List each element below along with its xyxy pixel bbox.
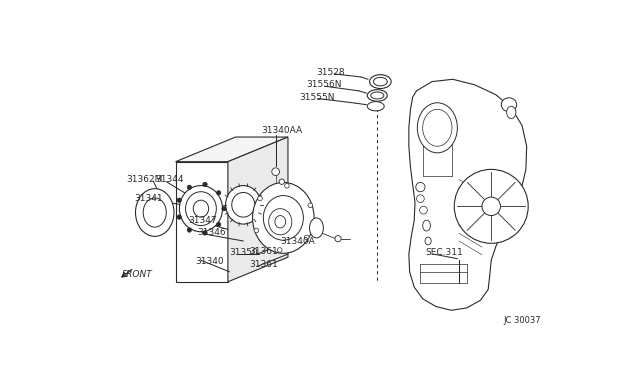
Polygon shape (175, 162, 228, 282)
Circle shape (216, 222, 221, 227)
Ellipse shape (310, 218, 323, 238)
Text: 31344: 31344 (156, 175, 184, 184)
Circle shape (177, 215, 182, 219)
Text: 31362M: 31362M (126, 175, 163, 184)
Circle shape (482, 197, 500, 216)
Circle shape (416, 183, 425, 192)
Circle shape (187, 228, 192, 232)
Circle shape (254, 228, 259, 233)
Ellipse shape (269, 209, 292, 235)
Circle shape (187, 185, 192, 190)
Ellipse shape (507, 106, 516, 119)
Ellipse shape (136, 189, 174, 236)
Circle shape (335, 235, 341, 242)
Text: 31340AA: 31340AA (262, 126, 303, 135)
Circle shape (277, 248, 282, 252)
Circle shape (308, 203, 312, 208)
Circle shape (285, 183, 289, 188)
Text: 31350: 31350 (230, 248, 258, 257)
Ellipse shape (367, 102, 384, 111)
Text: 31556N: 31556N (307, 80, 342, 89)
Text: FRONT: FRONT (122, 270, 152, 279)
Circle shape (305, 235, 309, 240)
Polygon shape (228, 137, 288, 282)
Circle shape (216, 190, 221, 195)
Circle shape (279, 179, 285, 185)
Polygon shape (409, 79, 527, 310)
Text: 31347: 31347 (188, 216, 216, 225)
Ellipse shape (501, 98, 516, 112)
Ellipse shape (232, 192, 255, 217)
Text: 31528: 31528 (316, 68, 345, 77)
Text: 31346: 31346 (197, 228, 226, 237)
Ellipse shape (367, 90, 387, 101)
Text: 31361: 31361 (250, 260, 278, 269)
Circle shape (258, 196, 262, 201)
Ellipse shape (371, 92, 384, 99)
Ellipse shape (193, 200, 209, 217)
Circle shape (454, 169, 528, 243)
Text: JC 30037: JC 30037 (504, 316, 541, 325)
Circle shape (177, 198, 182, 202)
Ellipse shape (417, 103, 458, 153)
Ellipse shape (263, 196, 303, 240)
Text: 31361: 31361 (250, 247, 278, 256)
Ellipse shape (425, 237, 431, 245)
Text: 31340: 31340 (196, 257, 224, 266)
Ellipse shape (186, 192, 216, 225)
Ellipse shape (253, 183, 314, 253)
Circle shape (221, 206, 227, 211)
Ellipse shape (373, 77, 387, 86)
Text: SEC.311: SEC.311 (426, 248, 463, 257)
Text: 31341: 31341 (134, 194, 163, 203)
Ellipse shape (179, 186, 223, 232)
Ellipse shape (369, 75, 391, 89)
Circle shape (203, 182, 207, 187)
Ellipse shape (422, 220, 431, 231)
Circle shape (203, 231, 207, 235)
Circle shape (272, 168, 280, 176)
Text: 31555N: 31555N (300, 93, 335, 102)
Ellipse shape (225, 186, 261, 224)
Text: 31340A: 31340A (280, 237, 315, 246)
Polygon shape (175, 137, 288, 162)
